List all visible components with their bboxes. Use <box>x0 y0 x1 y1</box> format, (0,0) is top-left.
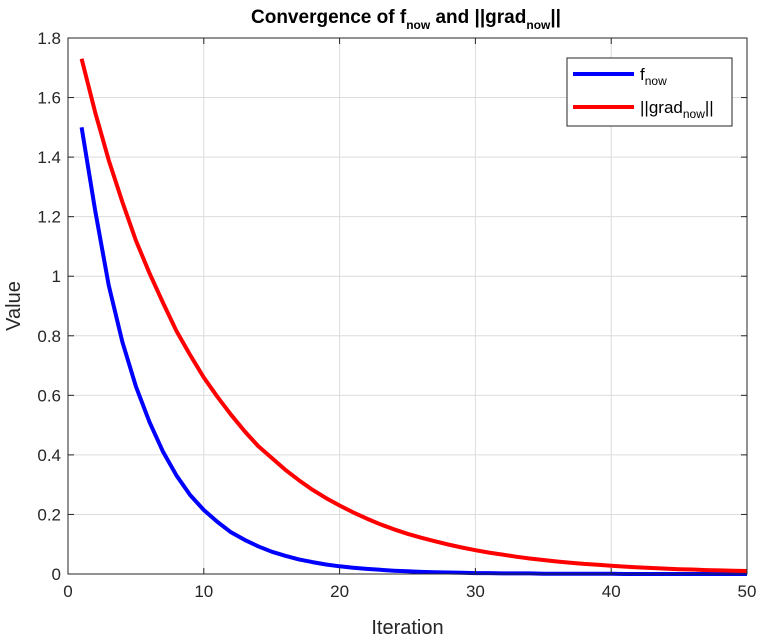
y-tick-label: 0.2 <box>37 505 61 524</box>
title-grad-sub: now <box>526 18 551 32</box>
y-axis-label: Value <box>3 281 25 331</box>
legend-f-main: f <box>640 65 645 84</box>
y-tick-label: 1.6 <box>37 89 61 108</box>
x-tick-label: 10 <box>194 582 213 601</box>
y-tick-label: 1 <box>52 267 61 286</box>
y-tick-label: 1.4 <box>37 148 61 167</box>
legend-grad-sub: now <box>683 107 705 121</box>
title-grad-close: || <box>550 7 561 28</box>
y-tick-label: 0.4 <box>37 446 61 465</box>
title-f: f <box>400 7 407 28</box>
legend-entry-f-now: fnow <box>640 65 667 88</box>
x-axis-label: Iteration <box>371 617 443 638</box>
legend-box <box>566 57 733 127</box>
x-tick-label: 0 <box>63 582 72 601</box>
y-tick-label: 1.8 <box>37 29 61 48</box>
legend-grad-main: ||grad <box>640 98 683 117</box>
x-axis: 0 10 20 30 40 50 <box>63 38 756 601</box>
y-tick-label: 0.6 <box>37 386 61 405</box>
x-tick-label: 50 <box>738 582 757 601</box>
series-line-grad-now <box>79 58 748 573</box>
x-tick-label: 30 <box>466 582 485 601</box>
title-grad-open: ||grad <box>475 7 527 28</box>
y-axis: 0 0.2 0.4 0.6 0.8 1 1.2 1.4 1.6 1.8 <box>37 29 747 584</box>
title-f-sub: now <box>406 18 431 32</box>
x-tick-label: 20 <box>330 582 349 601</box>
x-tick-label: 40 <box>602 582 621 601</box>
y-tick-label: 0 <box>52 565 61 584</box>
y-tick-label: 1.2 <box>37 208 61 227</box>
axes-box <box>67 37 748 575</box>
legend-grad-after: || <box>705 98 714 117</box>
y-tick-label: 0.8 <box>37 327 61 346</box>
legend-entry-grad-now: ||gradnow|| <box>640 98 714 121</box>
chart-title: Convergence of fnow and ||gradnow|| <box>251 7 561 32</box>
legend-f-sub: now <box>645 74 667 88</box>
title-and: and <box>430 7 474 28</box>
legend: fnow ||gradnow|| <box>566 57 733 127</box>
title-base: Convergence of <box>251 7 400 28</box>
